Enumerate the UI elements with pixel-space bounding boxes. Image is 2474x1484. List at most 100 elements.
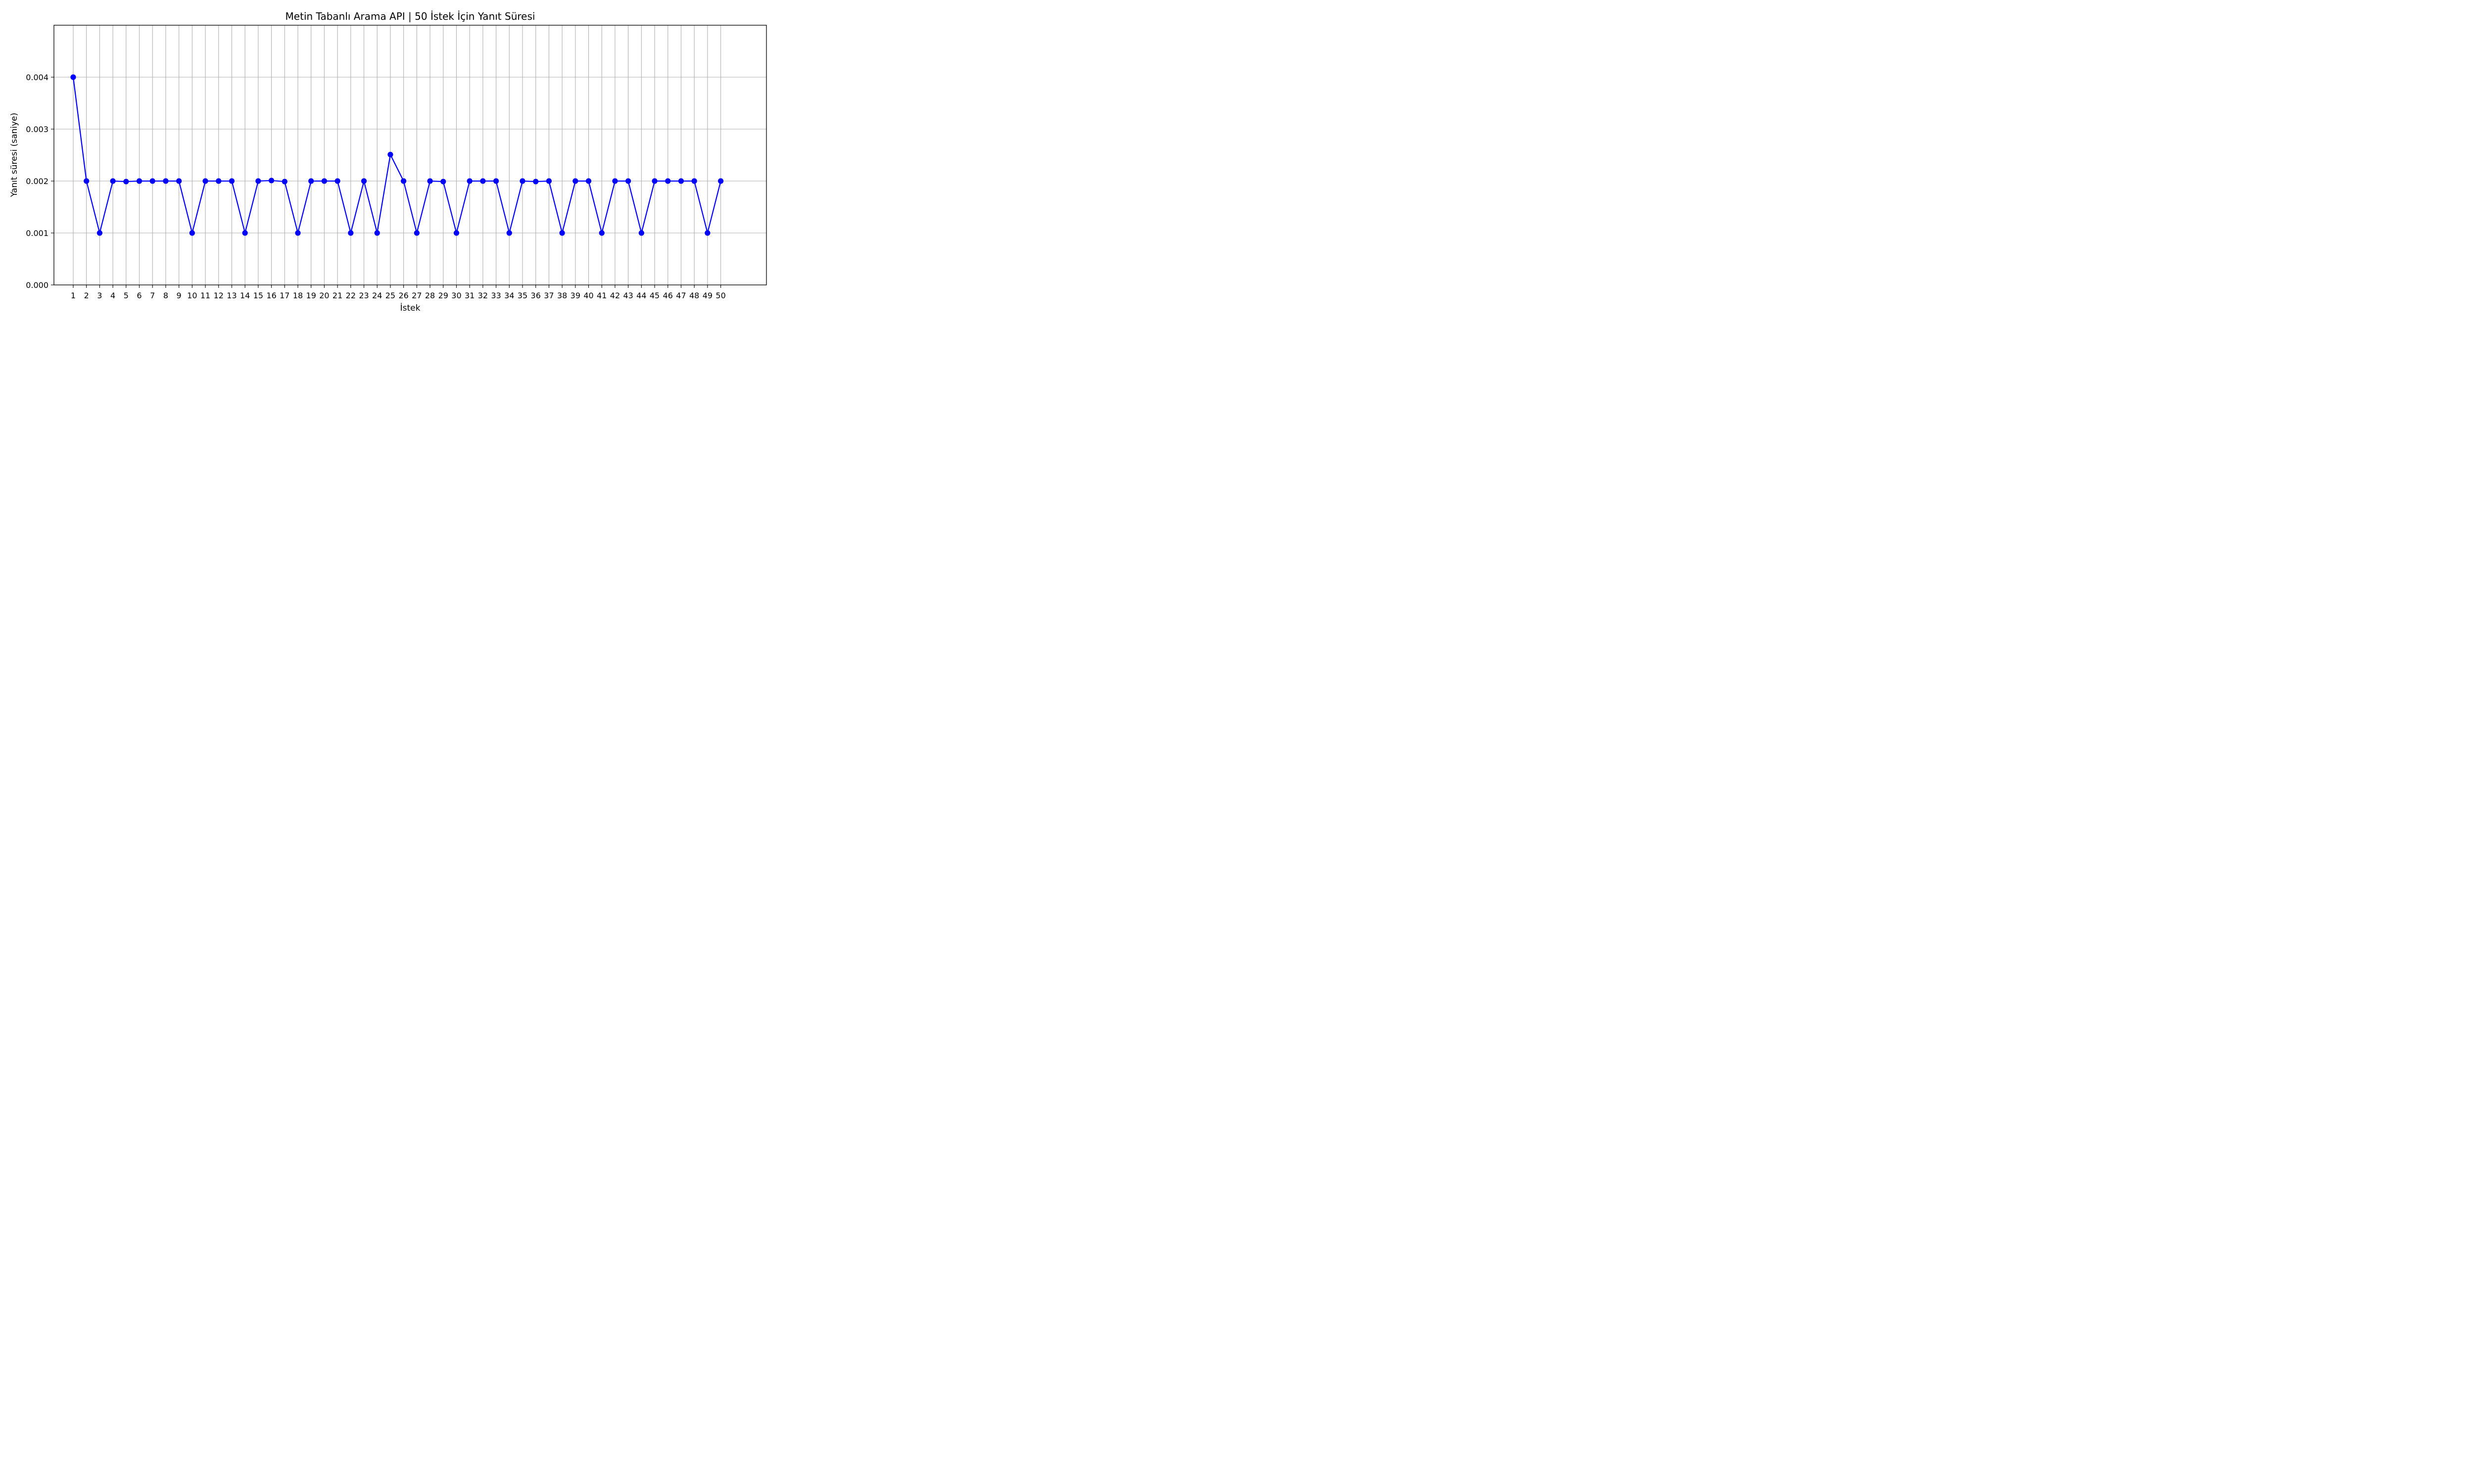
data-point — [334, 178, 340, 184]
x-tick-label: 6 — [137, 291, 142, 300]
x-tick-label: 41 — [597, 291, 607, 300]
data-point — [453, 230, 460, 236]
data-point — [282, 179, 287, 185]
x-tick-label: 47 — [676, 291, 686, 300]
x-tick-label: 24 — [372, 291, 382, 300]
data-point — [255, 178, 261, 184]
data-point — [268, 178, 275, 184]
x-tick-label: 36 — [531, 291, 541, 300]
data-point — [467, 178, 473, 184]
x-tick-label: 26 — [398, 291, 408, 300]
data-point — [229, 178, 235, 184]
x-tick-label: 39 — [571, 291, 580, 300]
x-tick-label: 33 — [491, 291, 501, 300]
data-point — [612, 178, 618, 184]
x-tick-label: 2 — [84, 291, 89, 300]
x-tick-label: 46 — [663, 291, 673, 300]
x-tick-label: 31 — [465, 291, 475, 300]
data-point — [585, 178, 592, 184]
x-tick-label: 43 — [623, 291, 633, 300]
data-point — [70, 74, 76, 80]
data-point — [149, 178, 155, 184]
x-tick-label: 17 — [280, 291, 289, 300]
data-point — [136, 178, 143, 184]
data-point — [216, 178, 222, 184]
y-tick-label: 0.003 — [26, 125, 48, 134]
data-point — [96, 230, 103, 236]
x-axis-label: İstek — [400, 303, 421, 313]
x-tick-label: 32 — [478, 291, 488, 300]
data-point — [625, 178, 631, 184]
x-tick-label: 11 — [200, 291, 210, 300]
data-point — [493, 178, 499, 184]
y-axis-label: Yanıt süresi (saniye) — [9, 113, 19, 197]
x-tick-label: 23 — [359, 291, 369, 300]
x-tick-label: 1 — [71, 291, 76, 300]
data-point — [321, 178, 328, 184]
data-point — [361, 178, 367, 184]
x-tick-label: 28 — [425, 291, 435, 300]
data-point — [705, 230, 711, 236]
x-tick-label: 18 — [293, 291, 303, 300]
data-point — [295, 230, 301, 236]
chart-title: Metin Tabanlı Arama API | 50 İstek İçin … — [285, 10, 535, 22]
x-tick-label: 42 — [610, 291, 620, 300]
data-point — [414, 230, 420, 236]
data-point — [440, 179, 446, 185]
data-point — [572, 178, 578, 184]
x-tick-label: 30 — [451, 291, 461, 300]
x-tick-label: 25 — [385, 291, 395, 300]
data-point — [387, 151, 393, 158]
data-point — [559, 230, 565, 236]
x-tick-label: 34 — [504, 291, 514, 300]
x-tick-label: 7 — [150, 291, 155, 300]
x-tick-label: 50 — [715, 291, 725, 300]
data-point — [374, 230, 380, 236]
data-point — [189, 230, 195, 236]
chart-container: Metin Tabanlı Arama API | 50 İstek İçin … — [0, 0, 776, 323]
data-point — [717, 178, 724, 184]
x-tick-label: 9 — [177, 291, 182, 300]
x-tick-label: 38 — [557, 291, 567, 300]
plot-frame — [53, 25, 767, 285]
data-point — [652, 178, 658, 184]
x-tick-label: 20 — [319, 291, 329, 300]
y-tick-label: 0.001 — [26, 229, 48, 238]
x-tick-label: 8 — [163, 291, 168, 300]
x-tick-label: 12 — [214, 291, 224, 300]
data-point — [691, 178, 697, 184]
x-tick-label: 29 — [438, 291, 448, 300]
x-tick-label: 16 — [266, 291, 276, 300]
data-point — [665, 178, 671, 184]
data-point — [520, 178, 525, 184]
series-line — [72, 77, 721, 234]
x-tick-label: 49 — [703, 291, 713, 300]
x-tick-label: 4 — [110, 291, 115, 300]
data-point — [546, 178, 552, 184]
data-point — [533, 179, 539, 185]
x-tick-label: 44 — [636, 291, 646, 300]
y-tick-label: 0.000 — [26, 280, 48, 290]
x-tick-label: 3 — [97, 291, 102, 300]
series-layer — [70, 74, 724, 236]
grid-layer — [54, 25, 766, 285]
x-tick-label: 21 — [333, 291, 342, 300]
x-tick-label: 13 — [227, 291, 237, 300]
x-tick-label: 14 — [240, 291, 250, 300]
x-tick-label: 5 — [124, 291, 129, 300]
x-tick-label: 27 — [412, 291, 422, 300]
x-tick-label: 45 — [650, 291, 660, 300]
x-tick-label: 35 — [518, 291, 527, 300]
data-point — [242, 230, 248, 236]
data-point — [308, 178, 314, 184]
line-chart: Metin Tabanlı Arama API | 50 İstek İçin … — [9, 10, 767, 313]
data-point — [348, 230, 354, 236]
data-point — [401, 178, 407, 184]
data-point — [84, 178, 90, 184]
x-tick-label: 48 — [689, 291, 699, 300]
data-point — [163, 178, 169, 184]
y-tick-label: 0.002 — [26, 177, 48, 186]
x-tick-label: 40 — [583, 291, 593, 300]
y-tick-label: 0.004 — [26, 73, 48, 82]
